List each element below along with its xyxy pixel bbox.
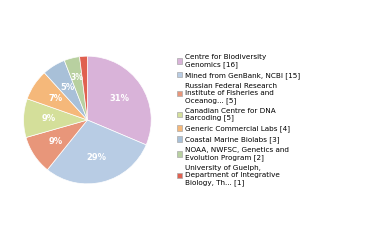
- Text: 7%: 7%: [48, 94, 63, 103]
- Legend: Centre for Biodiversity
Genomics [16], Mined from GenBank, NCBI [15], Russian Fe: Centre for Biodiversity Genomics [16], M…: [175, 53, 302, 187]
- Wedge shape: [48, 120, 146, 184]
- Wedge shape: [27, 73, 87, 120]
- Text: 5%: 5%: [60, 83, 74, 92]
- Wedge shape: [79, 56, 87, 120]
- Wedge shape: [26, 120, 87, 170]
- Text: 9%: 9%: [42, 114, 56, 123]
- Text: 29%: 29%: [87, 153, 107, 162]
- Text: 9%: 9%: [48, 137, 63, 146]
- Wedge shape: [44, 60, 87, 120]
- Wedge shape: [24, 99, 87, 138]
- Wedge shape: [87, 56, 151, 145]
- Text: 3%: 3%: [70, 73, 83, 82]
- Wedge shape: [64, 57, 87, 120]
- Text: 31%: 31%: [109, 94, 129, 103]
